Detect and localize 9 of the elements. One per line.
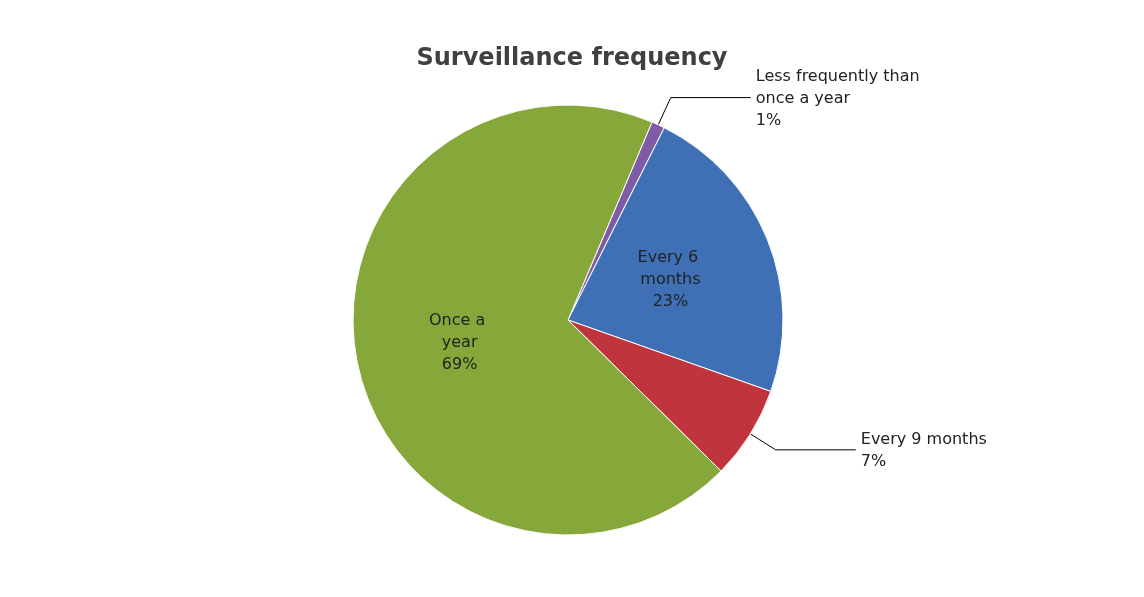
data-label: 23% [652, 291, 689, 311]
data-label: 1% [755, 110, 782, 130]
slice-label: Once a year [428, 309, 491, 351]
slice-label: Less frequently than once a year [755, 66, 925, 108]
slice-label: Every 6 months [637, 247, 704, 289]
chart-title: Surveillance frequency [416, 43, 728, 71]
slice-label: Every 9 months [860, 429, 987, 449]
data-label: 7% [860, 451, 887, 471]
data-label: 69% [441, 353, 478, 373]
